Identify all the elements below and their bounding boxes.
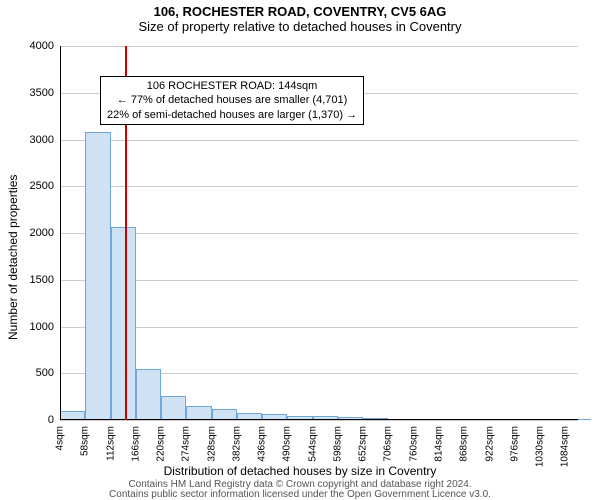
gridline bbox=[60, 46, 578, 47]
histogram-bar bbox=[111, 227, 136, 420]
histogram-bar bbox=[161, 396, 186, 420]
gridline bbox=[60, 327, 578, 328]
annotation-line: 106 ROCHESTER ROAD: 144sqm bbox=[107, 79, 357, 93]
x-axis-line bbox=[60, 419, 578, 420]
x-tick-label: 652sqm bbox=[358, 426, 369, 462]
annotation-line: 22% of semi-detached houses are larger (… bbox=[107, 108, 357, 122]
x-tick-label: 274sqm bbox=[181, 426, 192, 462]
gridline bbox=[60, 186, 578, 187]
x-tick-label: 166sqm bbox=[130, 426, 141, 462]
gridline bbox=[60, 140, 578, 141]
y-tick-label: 0 bbox=[48, 414, 60, 426]
y-tick-label: 2000 bbox=[30, 227, 60, 239]
y-tick-label: 500 bbox=[36, 367, 60, 379]
x-tick-label: 328sqm bbox=[206, 426, 217, 462]
x-tick-label: 436sqm bbox=[257, 426, 268, 462]
x-tick-label: 976sqm bbox=[509, 426, 520, 462]
x-tick-label: 760sqm bbox=[408, 426, 419, 462]
y-tick-label: 3000 bbox=[30, 134, 60, 146]
annotation-box: 106 ROCHESTER ROAD: 144sqm← 77% of detac… bbox=[100, 76, 364, 125]
x-tick-label: 1030sqm bbox=[535, 426, 546, 467]
x-tick-label: 1084sqm bbox=[560, 426, 571, 467]
x-tick-label: 490sqm bbox=[282, 426, 293, 462]
y-axis-title: Number of detached properties bbox=[6, 175, 20, 340]
x-tick-label: 382sqm bbox=[231, 426, 242, 462]
footer-line-2: Contains public sector information licen… bbox=[0, 489, 600, 500]
histogram-bar bbox=[85, 132, 110, 420]
x-tick-label: 220sqm bbox=[156, 426, 167, 462]
x-tick-label: 112sqm bbox=[105, 426, 116, 461]
x-tick-label: 814sqm bbox=[434, 426, 445, 462]
x-tick-label: 868sqm bbox=[459, 426, 470, 462]
y-axis-line bbox=[60, 46, 61, 420]
x-tick-label: 58sqm bbox=[80, 426, 91, 456]
gridline bbox=[60, 420, 578, 421]
annotation-line: ← 77% of detached houses are smaller (4,… bbox=[107, 93, 357, 107]
histogram-bar bbox=[136, 369, 161, 420]
y-tick-label: 2500 bbox=[30, 180, 60, 192]
y-tick-label: 1500 bbox=[30, 274, 60, 286]
gridline bbox=[60, 280, 578, 281]
y-tick-label: 1000 bbox=[30, 321, 60, 333]
chart-plot-area: 050010001500200025003000350040004sqm58sq… bbox=[60, 46, 578, 420]
x-tick-label: 598sqm bbox=[332, 426, 343, 462]
y-tick-label: 4000 bbox=[30, 40, 60, 52]
y-tick-label: 3500 bbox=[30, 87, 60, 99]
page-title: 106, ROCHESTER ROAD, COVENTRY, CV5 6AG bbox=[0, 4, 600, 19]
x-tick-label: 4sqm bbox=[55, 426, 66, 450]
x-tick-label: 706sqm bbox=[383, 426, 394, 462]
gridline bbox=[60, 233, 578, 234]
histogram-bar bbox=[186, 406, 211, 420]
x-tick-label: 922sqm bbox=[484, 426, 495, 462]
x-axis-title: Distribution of detached houses by size … bbox=[0, 464, 600, 478]
x-tick-label: 544sqm bbox=[307, 426, 318, 462]
page-subtitle: Size of property relative to detached ho… bbox=[0, 19, 600, 34]
